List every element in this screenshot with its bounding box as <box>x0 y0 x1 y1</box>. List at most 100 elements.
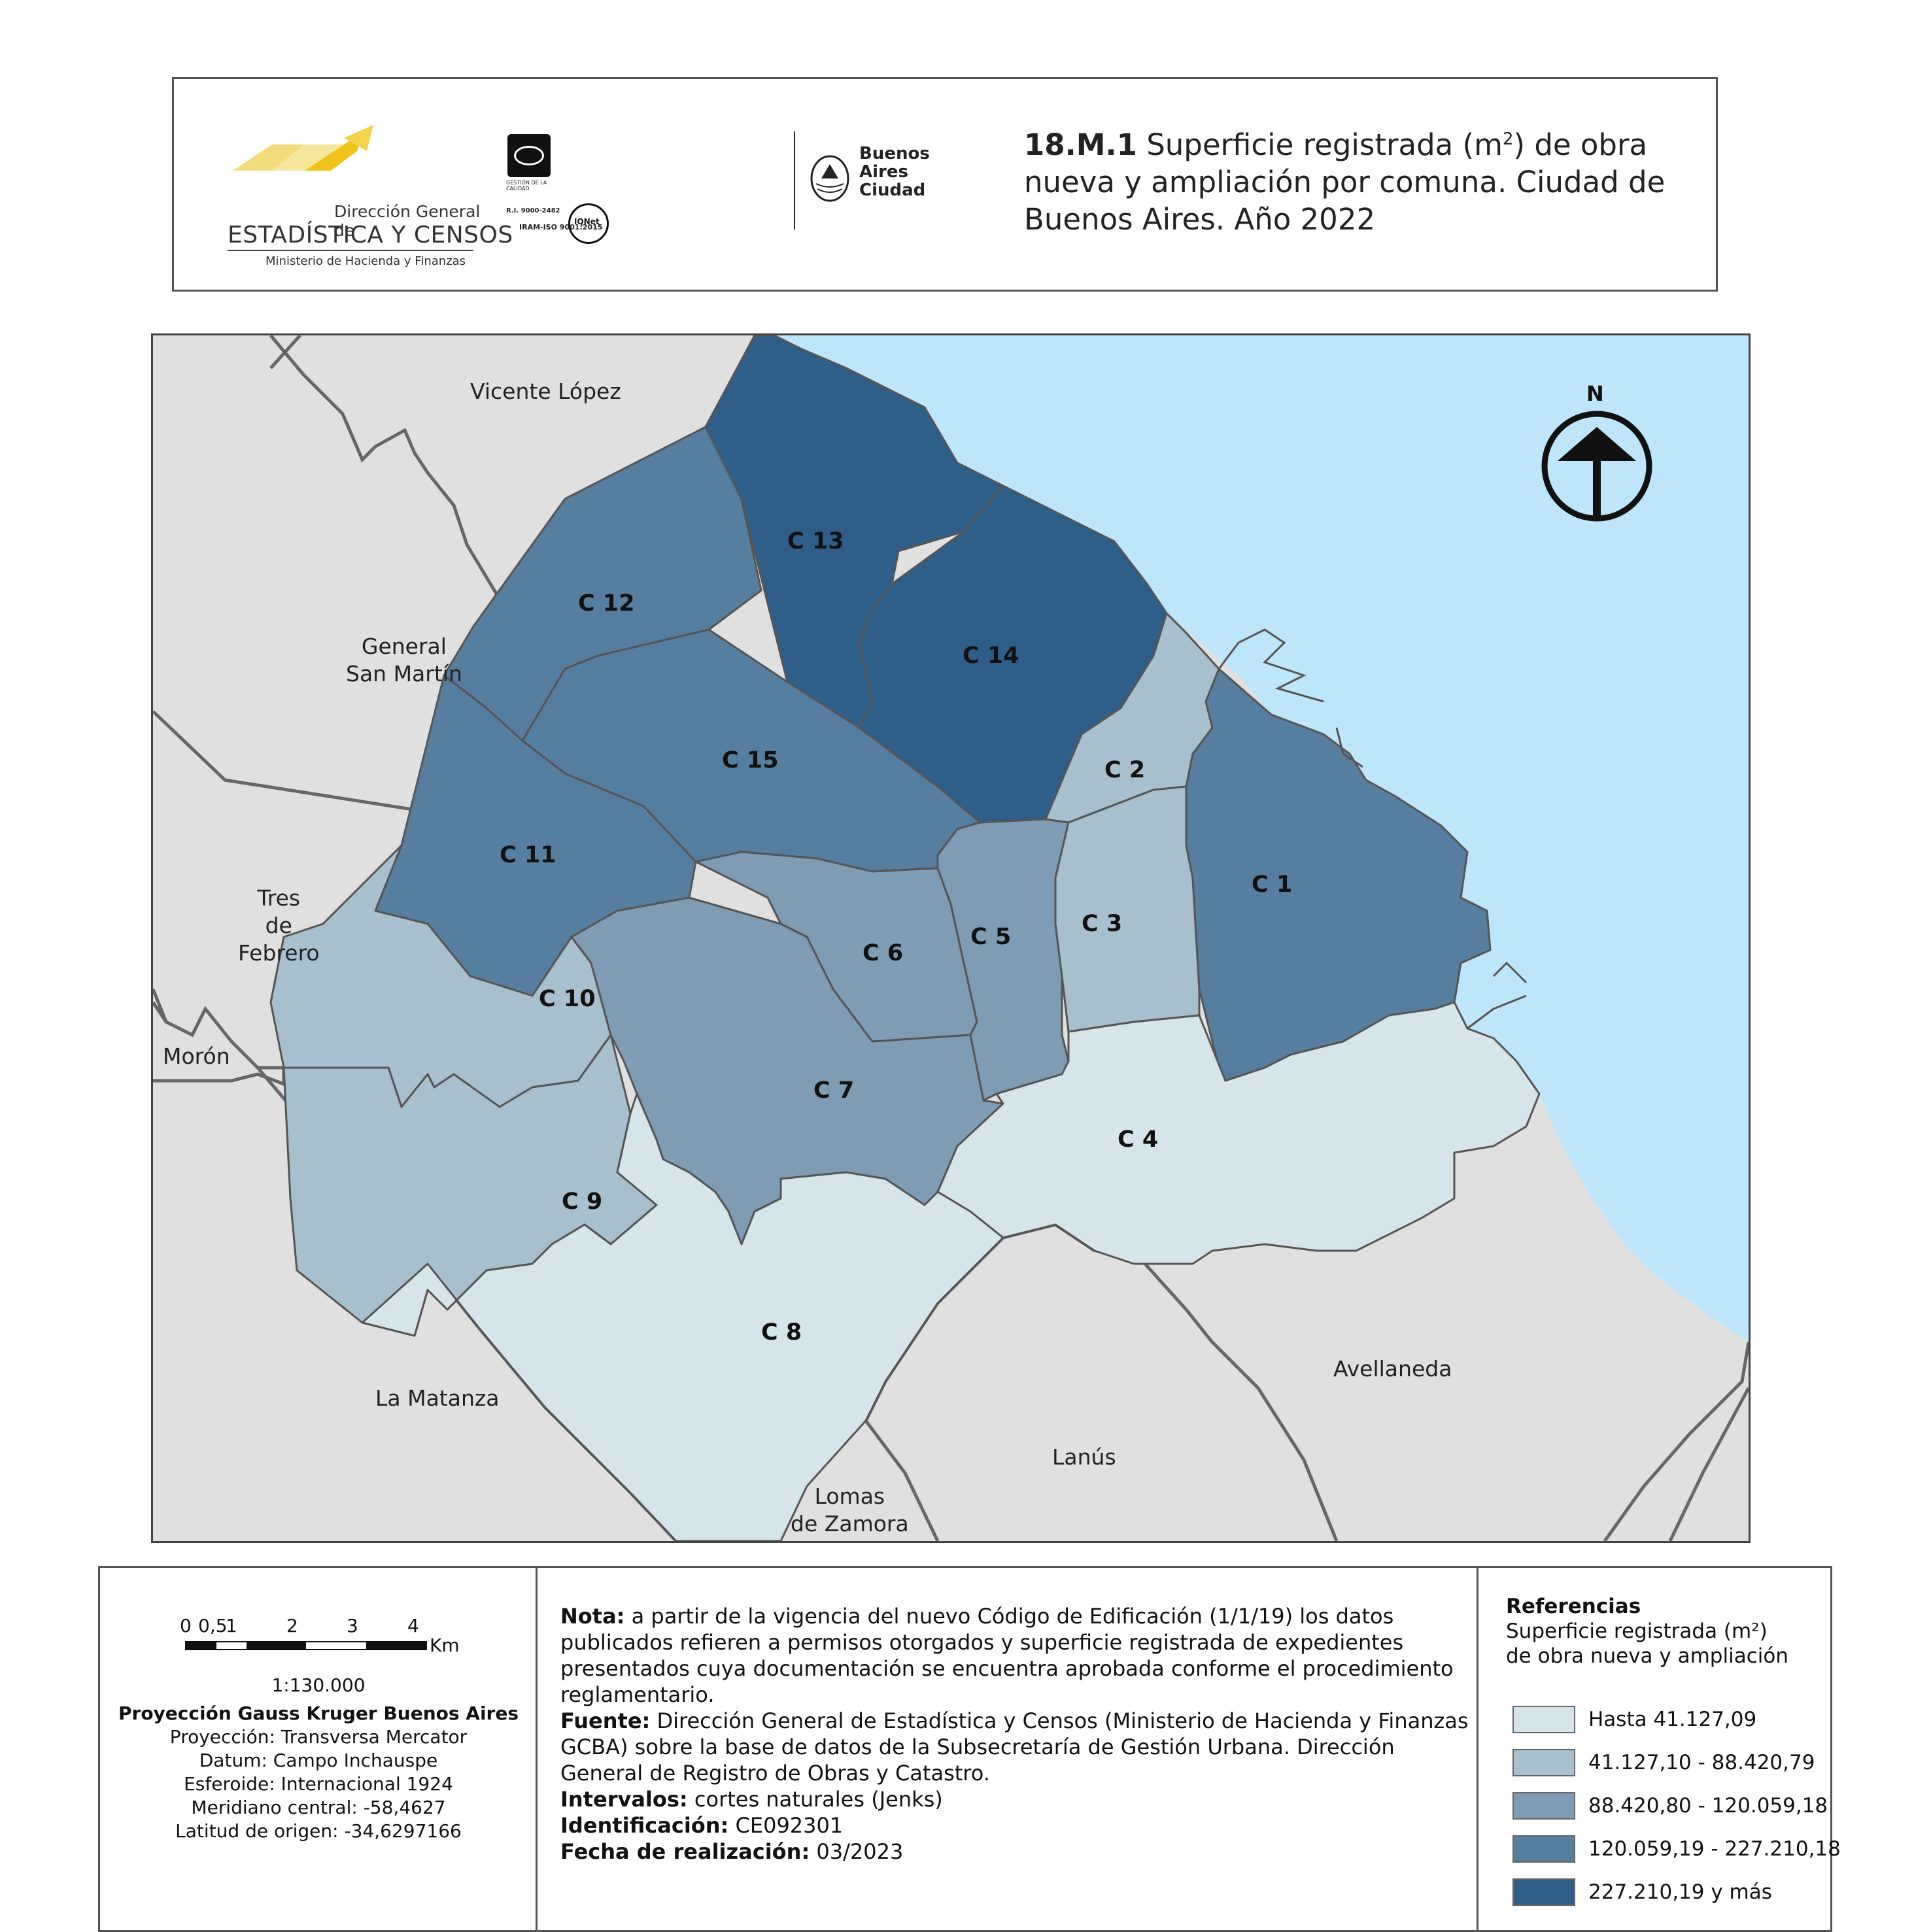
comunas-layer <box>269 335 1541 1541</box>
legend-swatch <box>1512 1706 1575 1733</box>
projection-line: Latitud de origen: -34,6297166 <box>175 1820 462 1842</box>
choropleth-map: Vicente López General San Martín Tres de… <box>151 333 1751 1543</box>
dgec-line2: ESTADÍSTICA Y CENSOS <box>228 222 513 248</box>
label-c7: C 7 <box>813 1077 855 1104</box>
iqnet-label: IQNet <box>574 217 600 226</box>
north-label: N <box>1586 381 1604 406</box>
legend-swatch <box>1512 1835 1575 1863</box>
title-sup: 2 <box>1502 129 1514 149</box>
scale-and-projection: 0 0,5 1 2 3 4 Km 1:130.000 Proyección Ga… <box>100 1568 537 1930</box>
label-vicente-lopez: Vicente López <box>470 379 621 404</box>
map-legend: Referencias Superficie registrada (m²) d… <box>1506 1594 1841 1906</box>
label-c2: C 2 <box>1104 757 1146 783</box>
label-avellaneda: Avellaneda <box>1333 1356 1452 1381</box>
title-pre: Superficie registrada (m <box>1146 127 1503 162</box>
projection-info: Proyección Gauss Kruger Buenos Aires Pro… <box>100 1702 537 1843</box>
iram-certification: GESTIÓN DE LA CALIDAD R.I. 9000-2482 IQN… <box>506 133 624 250</box>
map-canvas <box>153 335 1749 1541</box>
legend-item-label: Hasta 41.127,09 <box>1588 1708 1757 1731</box>
label-lanus: Lanús <box>1052 1444 1116 1470</box>
legend-swatch <box>1512 1792 1575 1820</box>
label-c1: C 1 <box>1252 872 1293 898</box>
legend-item-label: 88.420,80 - 120.059,18 <box>1588 1794 1828 1818</box>
note-nota: Nota: a partir de la vigencia del nuevo … <box>560 1604 1454 1707</box>
legend-item-label: 227.210,19 y más <box>1588 1880 1772 1904</box>
label-c12: C 12 <box>578 590 635 617</box>
iqnet-logo-icon: IQNet <box>568 203 609 244</box>
legend-swatch <box>1512 1749 1575 1776</box>
label-general-san-martin: General San Martín <box>346 634 462 686</box>
projection-line: Esferoide: Internacional 1924 <box>184 1773 453 1795</box>
port-outlines <box>1218 628 1528 1030</box>
dgec-logo: Dirección General de ESTADÍSTICA Y CENSO… <box>228 125 513 268</box>
label-tres-de-febrero: Tres de Febrero <box>238 885 320 966</box>
tick-0: 0 <box>180 1615 192 1636</box>
ba-line2: Aires <box>859 162 908 182</box>
comuna-c5 <box>936 818 1070 1102</box>
legend-item-label: 41.127,10 - 88.420,79 <box>1588 1751 1815 1774</box>
legend-item: 227.210,19 y más <box>1512 1878 1772 1907</box>
footer-divider <box>1477 1568 1478 1930</box>
city-seal-icon <box>810 155 849 202</box>
cert-gestion: GESTIÓN DE LA CALIDAD <box>506 180 547 192</box>
label-c4: C 4 <box>1118 1127 1159 1153</box>
legend-item: Hasta 41.127,09 <box>1512 1705 1756 1734</box>
projection-title: Proyección Gauss Kruger Buenos Aires <box>118 1703 519 1724</box>
north-arrow: N <box>1538 381 1656 532</box>
title-number: 18.M.1 <box>1024 127 1137 162</box>
note-fuente: Fuente: Dirección General de Estadística… <box>560 1708 1469 1786</box>
label-c13: C 13 <box>787 528 844 554</box>
rio-de-la-plata <box>755 335 1749 1342</box>
scale-bar <box>185 1641 427 1650</box>
iram-logo-icon <box>507 134 551 177</box>
scale-ratio: 1:130.000 <box>271 1674 366 1696</box>
legend-item: 120.059,19 - 227.210,18 <box>1512 1835 1841 1863</box>
header-divider <box>794 131 795 229</box>
legend-item: 41.127,10 - 88.420,79 <box>1512 1748 1815 1777</box>
dgec-chevron-icon <box>233 125 373 171</box>
label-c3: C 3 <box>1082 911 1123 937</box>
ba-line1: Buenos <box>859 144 930 163</box>
comuna-c3 <box>1054 785 1201 1033</box>
map-notes: Nota: a partir de la vigencia del nuevo … <box>560 1603 1469 1865</box>
projection-line: Meridiano central: -58,4627 <box>191 1797 446 1818</box>
cert-ri: R.I. 9000-2482 <box>506 207 560 214</box>
tick-1: 1 <box>226 1615 237 1636</box>
legend-item: 88.420,80 - 120.059,18 <box>1512 1791 1828 1820</box>
ba-line3: Ciudad <box>859 180 926 200</box>
comuna-c8 <box>361 1093 1004 1541</box>
legend-subtitle: de obra nueva y ampliación <box>1506 1644 1788 1668</box>
cert-iso: IRAM-ISO 9001:2015 <box>519 223 603 231</box>
map-title: 18.M.1 Superficie registrada (m2) de obr… <box>1024 121 1704 238</box>
footer-divider <box>536 1568 538 1930</box>
scale-ticks: 0 0,5 1 2 3 4 <box>180 1615 494 1641</box>
tick-0-5: 0,5 <box>198 1615 228 1636</box>
map-footer: 0 0,5 1 2 3 4 Km 1:130.000 Proyección Ga… <box>98 1566 1841 1932</box>
title-post: ) de obra nueva y ampliación por comuna.… <box>1024 127 1666 237</box>
label-c5: C 5 <box>970 924 1012 950</box>
tick-3: 3 <box>347 1615 358 1636</box>
label-c11: C 11 <box>500 842 556 868</box>
legend-subtitle: Superficie registrada (m²) <box>1506 1619 1768 1643</box>
projection-line: Datum: Campo Inchauspe <box>199 1750 438 1771</box>
legend-title: Referencias <box>1506 1595 1641 1618</box>
legend-item-label: 120.059,19 - 227.210,18 <box>1588 1837 1841 1861</box>
label-c14: C 14 <box>963 643 1019 669</box>
buenos-aires-logo: Buenos Aires Ciudad <box>808 144 939 223</box>
dgec-line1: Dirección General de <box>334 202 481 240</box>
tick-4: 4 <box>407 1615 419 1636</box>
tick-2: 2 <box>286 1615 298 1636</box>
label-c8: C 8 <box>761 1319 802 1346</box>
label-c9: C 9 <box>562 1189 603 1215</box>
note-identificacion: Identificación: CE092301 <box>560 1813 844 1838</box>
note-fecha: Fecha de realización: 03/2023 <box>560 1839 904 1864</box>
label-c15: C 15 <box>722 747 779 773</box>
label-la-matanza: La Matanza <box>375 1385 500 1411</box>
label-lomas-de-zamora: Lomas de Zamora <box>791 1483 909 1536</box>
dgec-line3: Ministerio de Hacienda y Finanzas <box>265 254 466 268</box>
north-arrow-icon <box>1541 411 1652 522</box>
note-intervalos: Intervalos: cortes naturales (Jenks) <box>560 1787 943 1812</box>
dgec-underline <box>228 250 473 251</box>
map-header: Dirección General de ESTADÍSTICA Y CENSO… <box>172 77 1718 292</box>
legend-swatch <box>1512 1878 1575 1906</box>
